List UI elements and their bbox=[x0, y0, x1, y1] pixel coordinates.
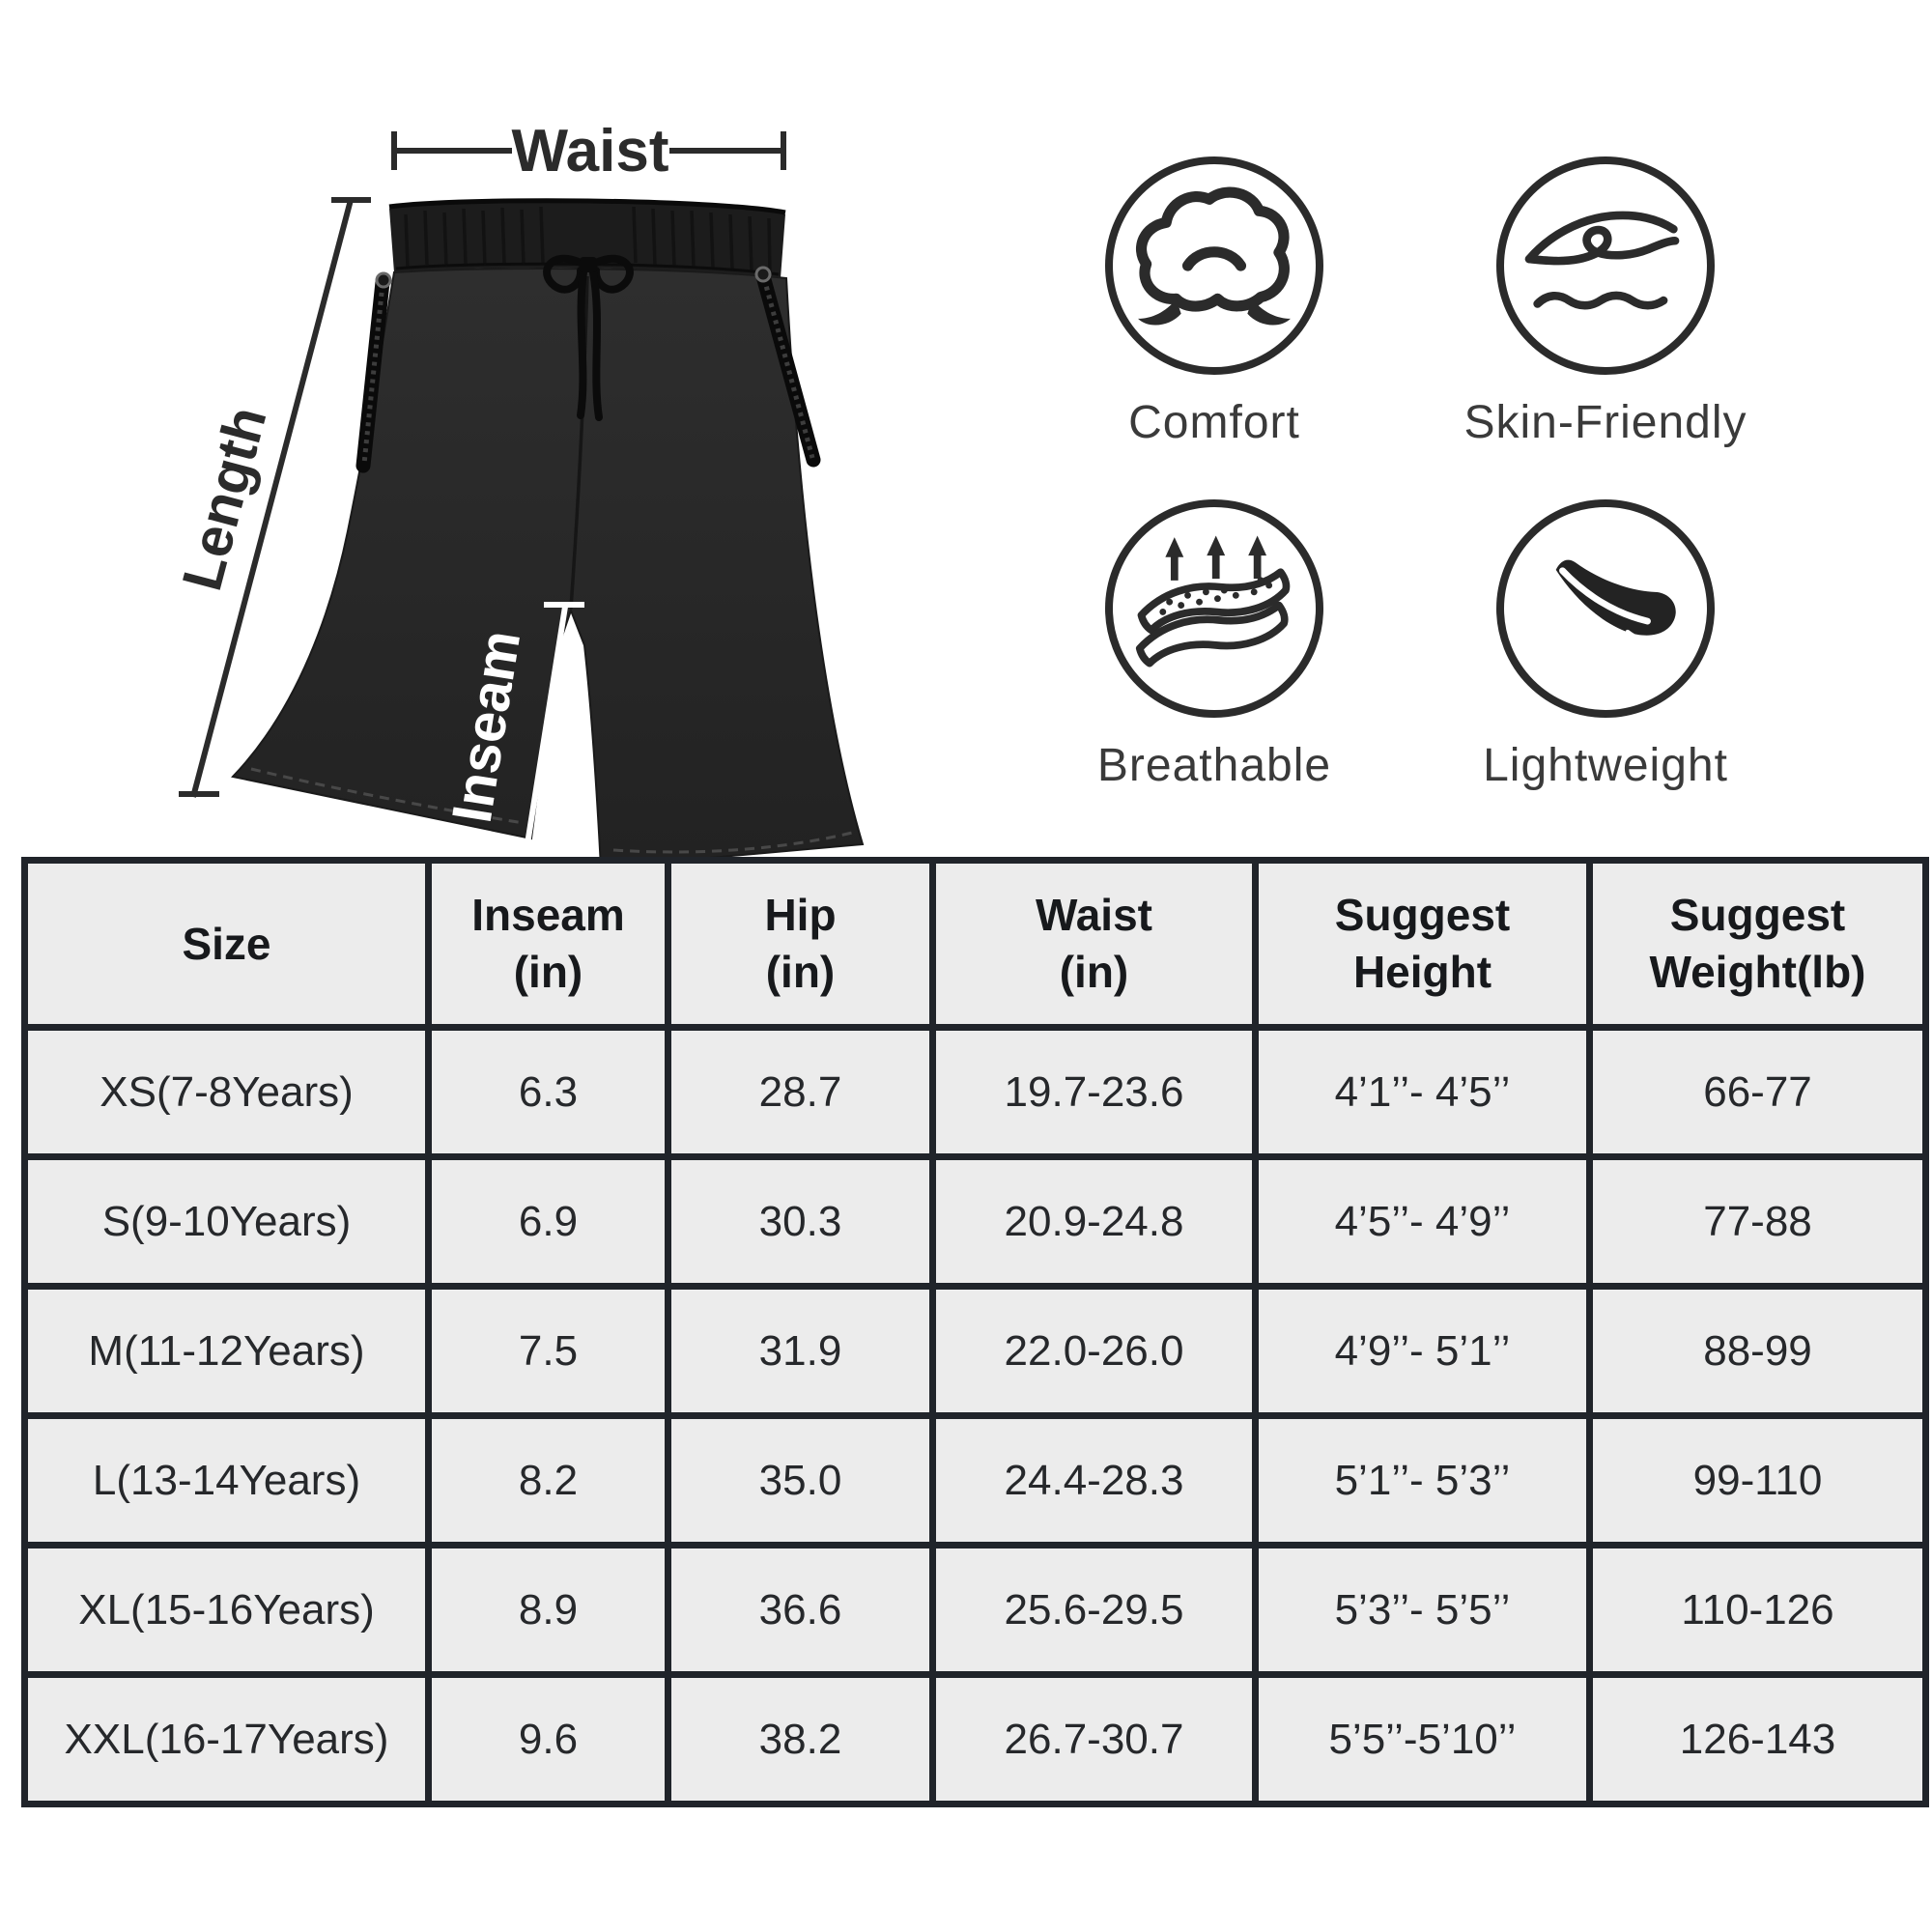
feature-label: Lightweight bbox=[1483, 740, 1728, 791]
cell-inseam: 7.5 bbox=[425, 1283, 671, 1419]
inseam-measure bbox=[504, 602, 584, 855]
cell-waist: 20.9-24.8 bbox=[929, 1153, 1259, 1290]
feather-icon bbox=[1555, 559, 1676, 644]
cell-hip: 31.9 bbox=[665, 1283, 936, 1419]
table-row-l: L(13-14Years) 8.2 35.0 24.4-28.3 5’1’’- … bbox=[21, 1412, 1929, 1548]
shorts-measurement-diagram: Waist Length Inseam bbox=[170, 118, 865, 869]
cell-hip: 36.6 bbox=[665, 1542, 936, 1678]
cell-inseam: 6.3 bbox=[425, 1024, 671, 1160]
cell-hip: 30.3 bbox=[665, 1153, 936, 1290]
feature-lightweight: Lightweight bbox=[1412, 499, 1799, 792]
hand-icon bbox=[1524, 211, 1680, 310]
cell-hip: 35.0 bbox=[665, 1412, 936, 1548]
cell-inseam: 8.9 bbox=[425, 1542, 671, 1678]
drawstring-bow bbox=[543, 254, 634, 421]
cell-size: M(11-12Years) bbox=[21, 1283, 432, 1419]
header-suggest-height: Suggest Height bbox=[1252, 857, 1593, 1031]
cotton-icon bbox=[1136, 186, 1291, 326]
waistband-gathers bbox=[404, 206, 772, 273]
cell-size: L(13-14Years) bbox=[21, 1412, 432, 1548]
cell-size: XXL(16-17Years) bbox=[21, 1671, 432, 1807]
zipper-pocket-left bbox=[355, 271, 392, 473]
breathable-fabric-icon bbox=[1135, 535, 1291, 668]
cell-weight: 77-88 bbox=[1586, 1153, 1929, 1290]
feature-label: Comfort bbox=[1128, 397, 1300, 448]
cell-waist: 19.7-23.6 bbox=[929, 1024, 1259, 1160]
feature-comfort: Comfort bbox=[1021, 156, 1407, 449]
zipper-pocket-right bbox=[754, 266, 821, 468]
cell-hip: 28.7 bbox=[665, 1024, 936, 1160]
cell-height: 4’5’’- 4’9’’ bbox=[1252, 1153, 1593, 1290]
cell-size: XS(7-8Years) bbox=[21, 1024, 432, 1160]
header-inseam: Inseam (in) bbox=[425, 857, 671, 1031]
cell-waist: 26.7-30.7 bbox=[929, 1671, 1259, 1807]
feature-label: Skin-Friendly bbox=[1463, 397, 1747, 448]
cell-weight: 110-126 bbox=[1586, 1542, 1929, 1678]
cell-height: 4’1’’- 4’5’’ bbox=[1252, 1024, 1593, 1160]
header-size: Size bbox=[21, 857, 432, 1031]
size-table: Size Inseam (in) Hip (in) Waist (in) Sugges… bbox=[21, 857, 1929, 1807]
cell-size: S(9-10Years) bbox=[21, 1153, 432, 1290]
cell-weight: 88-99 bbox=[1586, 1283, 1929, 1419]
table-row-xs: XS(7-8Years) 6.3 28.7 19.7-23.6 4’1’’- 4… bbox=[21, 1024, 1929, 1160]
waist-measure bbox=[391, 131, 786, 170]
table-row-m: M(11-12Years) 7.5 31.9 22.0-26.0 4’9’’- … bbox=[21, 1283, 1929, 1419]
length-measure bbox=[179, 197, 371, 798]
waist-label: Waist bbox=[511, 118, 668, 185]
cell-weight: 126-143 bbox=[1586, 1671, 1929, 1807]
feature-breathable: Breathable bbox=[1021, 499, 1407, 792]
feature-label: Breathable bbox=[1096, 740, 1332, 791]
table-row-xl: XL(15-16Years) 8.9 36.6 25.6-29.5 5’3’’-… bbox=[21, 1542, 1929, 1678]
cell-hip: 38.2 bbox=[665, 1671, 936, 1807]
cell-weight: 66-77 bbox=[1586, 1024, 1929, 1160]
header-suggest-weight: Suggest Weight(lb) bbox=[1586, 857, 1929, 1031]
cell-weight: 99-110 bbox=[1586, 1412, 1929, 1548]
cell-waist: 25.6-29.5 bbox=[929, 1542, 1259, 1678]
length-label: Length bbox=[170, 400, 278, 596]
cell-size: XL(15-16Years) bbox=[21, 1542, 432, 1678]
cell-height: 5’5’’-5’10’’ bbox=[1252, 1671, 1593, 1807]
header-waist: Waist (in) bbox=[929, 857, 1259, 1031]
cell-height: 5’3’’- 5’5’’ bbox=[1252, 1542, 1593, 1678]
cell-waist: 24.4-28.3 bbox=[929, 1412, 1259, 1548]
cell-height: 5’1’’- 5’3’’ bbox=[1252, 1412, 1593, 1548]
header-hip: Hip (in) bbox=[665, 857, 936, 1031]
table-row-xxl: XXL(16-17Years) 9.6 38.2 26.7-30.7 5’5’’… bbox=[21, 1671, 1929, 1807]
cell-inseam: 8.2 bbox=[425, 1412, 671, 1548]
cell-inseam: 9.6 bbox=[425, 1671, 671, 1807]
shorts-illustration bbox=[231, 198, 865, 869]
table-row-s: S(9-10Years) 6.9 30.3 20.9-24.8 4’5’’- 4… bbox=[21, 1153, 1929, 1290]
table-header-row: Size Inseam (in) Hip (in) Waist (in) Sugges… bbox=[21, 857, 1929, 1031]
cell-height: 4’9’’- 5’1’’ bbox=[1252, 1283, 1593, 1419]
feature-skin-friendly: Skin-Friendly bbox=[1412, 156, 1799, 449]
cell-inseam: 6.9 bbox=[425, 1153, 671, 1290]
cell-waist: 22.0-26.0 bbox=[929, 1283, 1259, 1419]
